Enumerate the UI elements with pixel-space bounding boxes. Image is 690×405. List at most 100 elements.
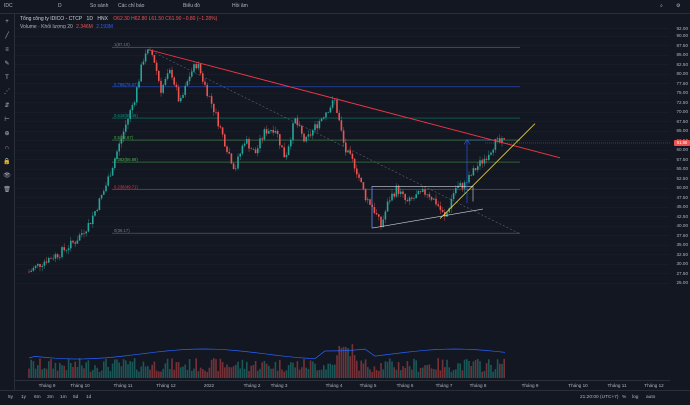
candle-body — [235, 168, 237, 170]
lock-icon[interactable]: 🔒 — [3, 159, 11, 165]
time-tick: Tháng 9 — [38, 383, 56, 388]
candle-body — [323, 117, 325, 119]
crosshair-icon[interactable]: + — [5, 19, 9, 25]
volume-bar — [323, 365, 325, 378]
volume-bar — [318, 369, 321, 378]
volume-bar — [499, 363, 501, 378]
volume-bar — [272, 368, 274, 378]
target-arrow-head — [463, 138, 471, 145]
volume-bar — [389, 358, 391, 378]
prediction-icon[interactable]: ⇵ — [4, 103, 10, 109]
volume-bar — [100, 370, 103, 378]
volume-bar — [316, 370, 318, 378]
trash-icon[interactable]: 🗑 — [3, 187, 11, 193]
measure-icon[interactable]: ⊢ — [4, 117, 10, 123]
fib-icon[interactable]: ≡ — [5, 47, 9, 53]
volume-bar — [45, 368, 48, 378]
candle-body — [373, 206, 376, 214]
volume-bar — [70, 363, 72, 378]
volume-bar — [452, 369, 455, 378]
settings-icon[interactable]: ⚙ — [676, 3, 681, 9]
alert-button[interactable]: Hồi âm — [232, 3, 248, 9]
volume-bar — [305, 367, 307, 378]
volume-bar — [257, 370, 259, 378]
range-1y[interactable]: 1y — [21, 395, 27, 400]
candle-body — [208, 96, 211, 97]
candle-body — [488, 154, 490, 160]
volume-bar — [384, 361, 387, 378]
volume-bar — [426, 365, 428, 378]
candle-body — [94, 211, 96, 216]
volume-bar — [433, 369, 435, 378]
price-chart[interactable]: 1(87.10)0.786(76.67)0.618(68.46)0.5(62.6… — [15, 14, 670, 380]
range-5y[interactable]: 5y — [8, 395, 14, 400]
candle-body — [325, 112, 327, 118]
compare-button[interactable]: So sánh — [90, 3, 109, 9]
legend-interval: 1D — [86, 16, 93, 22]
brush-icon[interactable]: ✎ — [4, 61, 10, 67]
volume-bar — [345, 347, 347, 378]
text-icon[interactable]: T — [5, 75, 9, 81]
volume-bar — [224, 367, 226, 378]
volume-bar — [268, 365, 270, 378]
candle-body — [173, 77, 175, 85]
candle-body — [120, 138, 123, 144]
candle-body — [122, 131, 125, 139]
eye-icon[interactable]: 👁 — [3, 173, 11, 179]
log-toggle[interactable]: log — [632, 395, 639, 400]
volume-bar — [67, 358, 70, 378]
candle-body — [490, 152, 492, 155]
candle-body — [103, 191, 105, 195]
volume-bar — [182, 366, 184, 378]
candle-body — [204, 81, 206, 85]
trend-line-icon[interactable]: ╱ — [5, 33, 9, 39]
pattern-icon[interactable]: ⋰ — [4, 89, 10, 95]
candle-body — [395, 185, 398, 197]
volume-bar — [263, 360, 266, 378]
support-trendline — [439, 123, 536, 219]
range-1m[interactable]: 1m — [60, 395, 67, 400]
clock-time: 21:20:00 (UTC+7) — [580, 395, 619, 400]
range-3m[interactable]: 3m — [47, 395, 54, 400]
zoom-icon[interactable]: ⊕ — [4, 131, 10, 137]
candle-body — [303, 133, 305, 142]
time-tick: Tháng 7 — [435, 383, 453, 388]
candle-body — [472, 168, 475, 176]
fib-level-label: 0(38.17) — [114, 228, 130, 233]
volume-bar — [197, 371, 200, 378]
candle-body — [202, 73, 204, 82]
volume-bar — [239, 368, 241, 378]
interval-button[interactable]: D — [58, 3, 62, 9]
percent-toggle[interactable]: % — [622, 395, 627, 400]
candle-body — [243, 143, 246, 146]
search-icon[interactable]: ⌕ — [660, 3, 663, 9]
volume-bar — [466, 359, 468, 378]
candle-body — [213, 103, 215, 113]
volume-bar — [94, 365, 96, 378]
volume-bar — [162, 368, 164, 378]
candle-body — [59, 257, 61, 258]
candle-body — [263, 129, 266, 140]
time-scale[interactable]: Tháng 9 Tháng 10 Tháng 11 Tháng 12 2022 Tháng… — [15, 380, 670, 391]
auto-toggle[interactable]: auto — [646, 395, 656, 400]
range-6m[interactable]: 6m — [34, 395, 41, 400]
candle-body — [316, 124, 318, 129]
candle-body — [375, 213, 378, 215]
candle-body — [331, 100, 334, 108]
volume-bar — [96, 367, 98, 378]
range-5d[interactable]: 5d — [73, 395, 79, 400]
candle-body — [230, 153, 233, 164]
magnet-icon[interactable]: ∩ — [4, 145, 10, 151]
candle-body — [92, 215, 94, 225]
symbol-search[interactable]: IDC — [4, 3, 13, 9]
candle-body — [474, 168, 477, 170]
candle-body — [138, 81, 140, 88]
indicators-button[interactable]: Các chỉ báo — [118, 3, 145, 9]
volume-bar — [83, 368, 85, 378]
volume-bar — [393, 367, 395, 378]
fib-level-label: 1(87.10) — [114, 42, 130, 47]
price-scale[interactable]: 92.00 90.00 87.50 85.00 82.50 80.00 77.50 75.00… — [672, 14, 690, 380]
volume-bar — [400, 370, 402, 378]
templates-button[interactable]: Biểu đồ — [183, 3, 200, 9]
range-1d[interactable]: 1d — [86, 395, 92, 400]
